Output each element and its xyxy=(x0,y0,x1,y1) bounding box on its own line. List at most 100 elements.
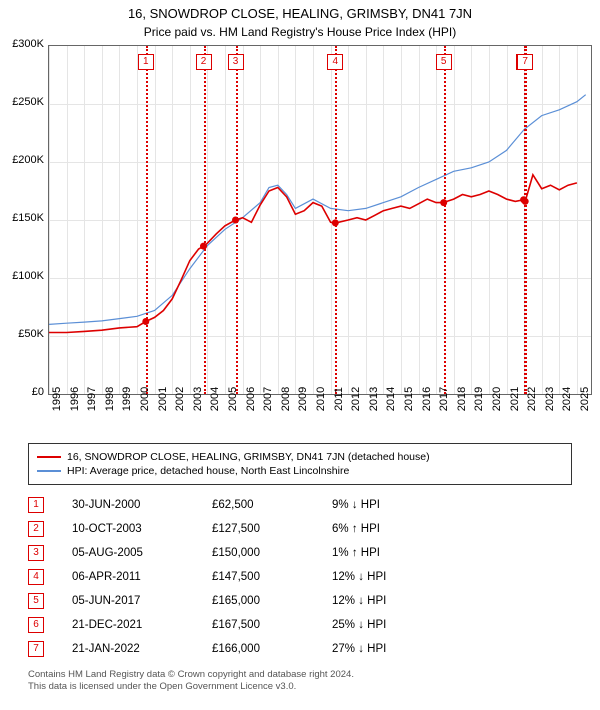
tx-number-box: 1 xyxy=(28,497,44,513)
tx-diff: 12% ↓ HPI xyxy=(332,595,442,607)
x-tick-label: 2017 xyxy=(438,387,450,411)
x-tick-label: 1997 xyxy=(86,387,98,411)
legend: 16, SNOWDROP CLOSE, HEALING, GRIMSBY, DN… xyxy=(28,443,572,485)
x-tick-label: 2008 xyxy=(280,387,292,411)
tx-diff: 27% ↓ HPI xyxy=(332,643,442,655)
y-tick-label: £100K xyxy=(12,270,44,282)
tx-date: 05-AUG-2005 xyxy=(72,547,212,559)
tx-price: £150,000 xyxy=(212,547,332,559)
x-tick-label: 2006 xyxy=(245,387,257,411)
x-tick-label: 2013 xyxy=(368,387,380,411)
x-tick-label: 1995 xyxy=(51,387,63,411)
x-tick-label: 2018 xyxy=(456,387,468,411)
legend-label: 16, SNOWDROP CLOSE, HEALING, GRIMSBY, DN… xyxy=(67,451,430,463)
marker-number-box: 7 xyxy=(517,54,533,70)
tx-price: £62,500 xyxy=(212,499,332,511)
tx-date: 10-OCT-2003 xyxy=(72,523,212,535)
legend-label: HPI: Average price, detached house, Nort… xyxy=(67,465,349,477)
x-tick-label: 1996 xyxy=(69,387,81,411)
marker-line xyxy=(335,46,337,394)
footer-line: Contains HM Land Registry data © Crown c… xyxy=(28,669,572,681)
table-row: 5 05-JUN-2017£165,00012% ↓ HPI xyxy=(28,589,572,613)
tx-date: 21-DEC-2021 xyxy=(72,619,212,631)
x-tick-label: 2007 xyxy=(262,387,274,411)
x-tick-label: 2004 xyxy=(209,387,221,411)
legend-swatch-paid xyxy=(37,456,61,458)
tx-price: £165,000 xyxy=(212,595,332,607)
series-hpi xyxy=(49,95,586,325)
tx-price: £167,500 xyxy=(212,619,332,631)
x-tick-label: 2020 xyxy=(491,387,503,411)
y-tick-label: £200K xyxy=(12,154,44,166)
marker-number-box: 4 xyxy=(327,54,343,70)
tx-number-box: 5 xyxy=(28,593,44,609)
footer: Contains HM Land Registry data © Crown c… xyxy=(28,669,572,694)
x-tick-label: 2011 xyxy=(333,387,345,411)
x-tick-label: 2019 xyxy=(473,387,485,411)
marker-number-box: 3 xyxy=(228,54,244,70)
x-tick-label: 2012 xyxy=(350,387,362,411)
marker-line xyxy=(146,46,148,394)
tx-number-box: 2 xyxy=(28,521,44,537)
y-tick-label: £50K xyxy=(18,328,44,340)
table-row: 4 06-APR-2011£147,50012% ↓ HPI xyxy=(28,565,572,589)
legend-swatch-hpi xyxy=(37,470,61,472)
tx-diff: 12% ↓ HPI xyxy=(332,571,442,583)
tx-diff: 25% ↓ HPI xyxy=(332,619,442,631)
chart-svg xyxy=(49,46,591,394)
tx-price: £147,500 xyxy=(212,571,332,583)
y-axis: £0£50K£100K£150K£200K£250K£300K xyxy=(0,44,48,394)
tx-date: 05-JUN-2017 xyxy=(72,595,212,607)
x-tick-label: 2000 xyxy=(139,387,151,411)
table-row: 6 21-DEC-2021£167,50025% ↓ HPI xyxy=(28,613,572,637)
y-tick-label: £150K xyxy=(12,212,44,224)
x-tick-label: 2023 xyxy=(544,387,556,411)
transaction-table: 130-JUN-2000£62,5009% ↓ HPI210-OCT-2003£… xyxy=(28,493,572,661)
tx-diff: 6% ↑ HPI xyxy=(332,523,442,535)
chart-subtitle: Price paid vs. HM Land Registry's House … xyxy=(0,21,600,45)
marker-number-box: 5 xyxy=(436,54,452,70)
x-tick-label: 2003 xyxy=(192,387,204,411)
tx-price: £166,000 xyxy=(212,643,332,655)
chart-title: 16, SNOWDROP CLOSE, HEALING, GRIMSBY, DN… xyxy=(0,0,600,21)
legend-item-hpi: HPI: Average price, detached house, Nort… xyxy=(37,464,563,478)
tx-number-box: 7 xyxy=(28,641,44,657)
y-tick-label: £0 xyxy=(32,386,44,398)
tx-date: 30-JUN-2000 xyxy=(72,499,212,511)
x-tick-label: 2002 xyxy=(174,387,186,411)
x-axis: 1995199619971998199920002001200220032004… xyxy=(48,395,592,435)
x-tick-label: 2024 xyxy=(561,387,573,411)
tx-diff: 9% ↓ HPI xyxy=(332,499,442,511)
tx-number-box: 4 xyxy=(28,569,44,585)
table-row: 1 30-JUN-2000£62,5009% ↓ HPI xyxy=(28,493,572,517)
x-tick-label: 2021 xyxy=(509,387,521,411)
x-tick-label: 1999 xyxy=(121,387,133,411)
x-tick-label: 1998 xyxy=(104,387,116,411)
x-tick-label: 2005 xyxy=(227,387,239,411)
tx-date: 21-JAN-2022 xyxy=(72,643,212,655)
tx-number-box: 3 xyxy=(28,545,44,561)
y-tick-label: £250K xyxy=(12,96,44,108)
tx-number-box: 6 xyxy=(28,617,44,633)
tx-date: 06-APR-2011 xyxy=(72,571,212,583)
marker-line xyxy=(444,46,446,394)
footer-line: This data is licensed under the Open Gov… xyxy=(28,681,572,693)
tx-diff: 1% ↑ HPI xyxy=(332,547,442,559)
tx-price: £127,500 xyxy=(212,523,332,535)
table-row: 7 21-JAN-2022£166,00027% ↓ HPI xyxy=(28,637,572,661)
table-row: 2 10-OCT-2003£127,5006% ↑ HPI xyxy=(28,517,572,541)
chart-plot-area: 1234567 xyxy=(48,45,592,395)
x-tick-label: 2015 xyxy=(403,387,415,411)
marker-line xyxy=(236,46,238,394)
x-tick-label: 2009 xyxy=(297,387,309,411)
x-tick-label: 2014 xyxy=(385,387,397,411)
legend-item-paid: 16, SNOWDROP CLOSE, HEALING, GRIMSBY, DN… xyxy=(37,450,563,464)
x-tick-label: 2001 xyxy=(157,387,169,411)
marker-line xyxy=(204,46,206,394)
marker-line xyxy=(525,46,527,394)
y-tick-label: £300K xyxy=(12,38,44,50)
x-tick-label: 2022 xyxy=(526,387,538,411)
marker-number-box: 2 xyxy=(196,54,212,70)
x-tick-label: 2010 xyxy=(315,387,327,411)
table-row: 3 05-AUG-2005£150,0001% ↑ HPI xyxy=(28,541,572,565)
